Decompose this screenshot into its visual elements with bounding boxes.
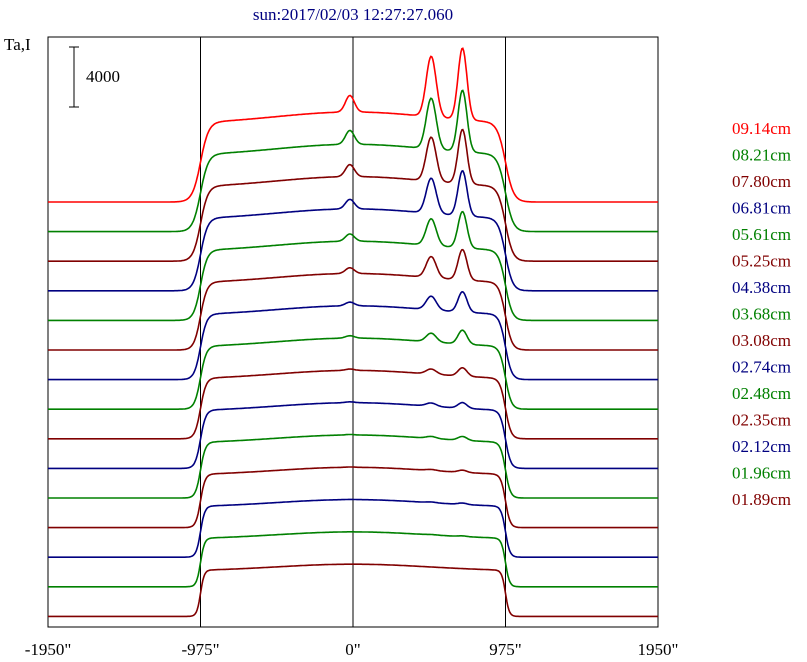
x-tick-label-4: 1950" <box>638 640 679 659</box>
series-line-02.74cm <box>48 401 658 470</box>
series-line-05.61cm <box>48 210 658 322</box>
legend-entry-6: 04.38cm <box>732 278 791 297</box>
y-axis-label: Ta,I <box>4 35 31 54</box>
legend-entry-0: 09.14cm <box>732 119 791 138</box>
legend-entry-5: 05.25cm <box>732 252 791 271</box>
legend-entry-13: 01.96cm <box>732 464 791 483</box>
legend-entry-4: 05.61cm <box>732 225 791 244</box>
legend-entry-10: 02.48cm <box>732 384 791 403</box>
series-line-04.38cm <box>48 290 658 381</box>
series-line-02.12cm <box>48 498 658 558</box>
x-tick-label-2: 0" <box>345 640 360 659</box>
series-line-06.81cm <box>48 169 658 292</box>
legend-entry-14: 01.89cm <box>732 490 791 509</box>
series-line-03.68cm <box>48 329 658 410</box>
series-line-09.14cm <box>48 47 658 203</box>
series-group <box>48 47 658 618</box>
legend-entry-7: 03.68cm <box>732 305 791 324</box>
x-tick-label-0: -1950" <box>25 640 72 659</box>
legend-entry-11: 02.35cm <box>732 411 791 430</box>
series-line-01.89cm <box>48 563 658 618</box>
series-line-05.25cm <box>48 248 658 351</box>
legend-entry-8: 03.08cm <box>732 331 791 350</box>
series-line-08.21cm <box>48 89 658 233</box>
legend-entry-2: 07.80cm <box>732 172 791 191</box>
x-tick-label-1: -975" <box>181 640 219 659</box>
legend-entry-3: 06.81cm <box>732 199 791 218</box>
series-line-03.08cm <box>48 367 658 440</box>
scale-bar-label: 4000 <box>86 67 120 86</box>
legend-entry-9: 02.74cm <box>732 358 791 377</box>
series-line-07.80cm <box>48 128 658 262</box>
legend-entry-12: 02.12cm <box>732 437 791 456</box>
x-tick-label-3: 975" <box>489 640 521 659</box>
x-tick-labels: -1950" -975" 0" 975" 1950" <box>25 640 679 659</box>
series-line-01.96cm <box>48 531 658 588</box>
scale-bar: 4000 <box>69 46 120 108</box>
legend-entry-1: 08.21cm <box>732 146 791 165</box>
series-line-02.35cm <box>48 466 658 529</box>
legend: 09.14cm 08.21cm 07.80cm 06.81cm 05.61cm 05.25… <box>732 119 791 509</box>
series-line-02.48cm <box>48 433 658 499</box>
chart-title: sun:2017/02/03 12:27:27.060 <box>253 5 453 24</box>
